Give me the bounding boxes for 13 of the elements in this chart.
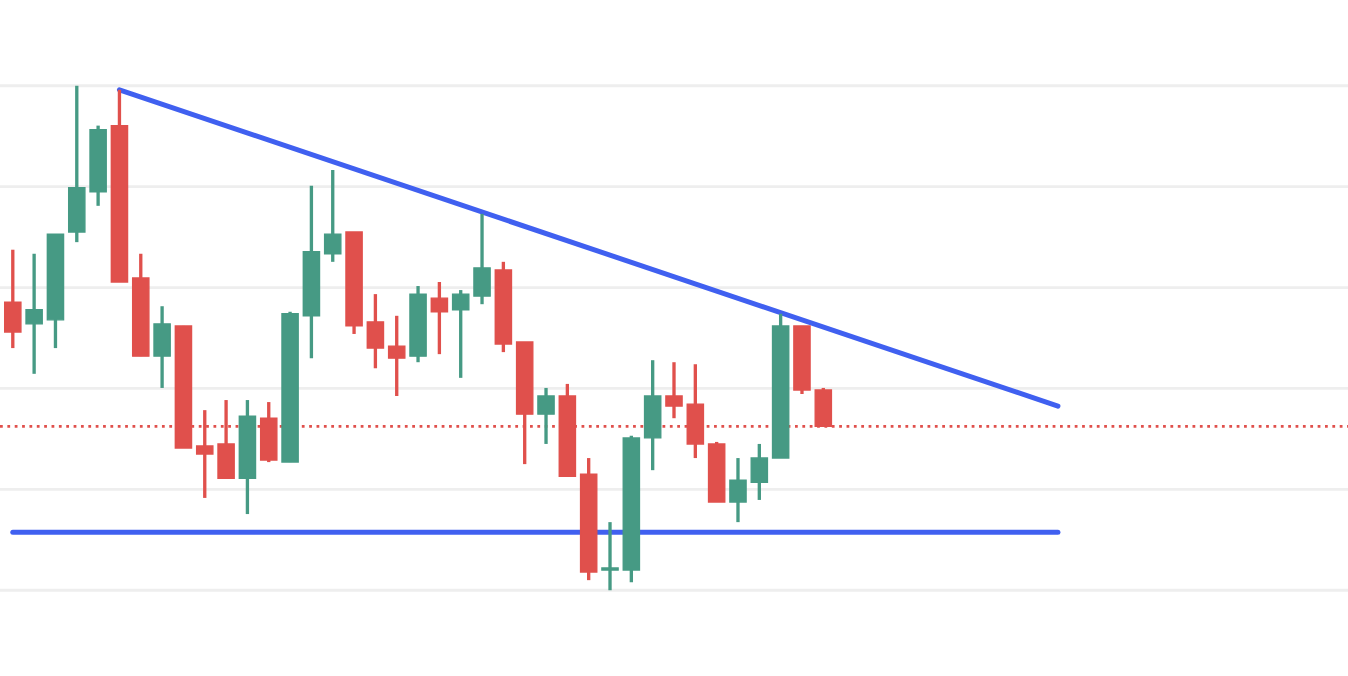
candlestick [153, 304, 171, 390]
candlestick [665, 360, 683, 420]
candlestick [430, 280, 449, 356]
candlestick [643, 358, 662, 472]
candlestick [601, 520, 619, 592]
candlestick [25, 252, 43, 376]
candlestick [750, 442, 769, 502]
candlestick [387, 314, 406, 398]
candlestick [366, 292, 385, 370]
candlestick [323, 168, 342, 264]
candlestick [537, 386, 555, 446]
candlestick [729, 456, 747, 524]
candlestick [3, 248, 22, 350]
